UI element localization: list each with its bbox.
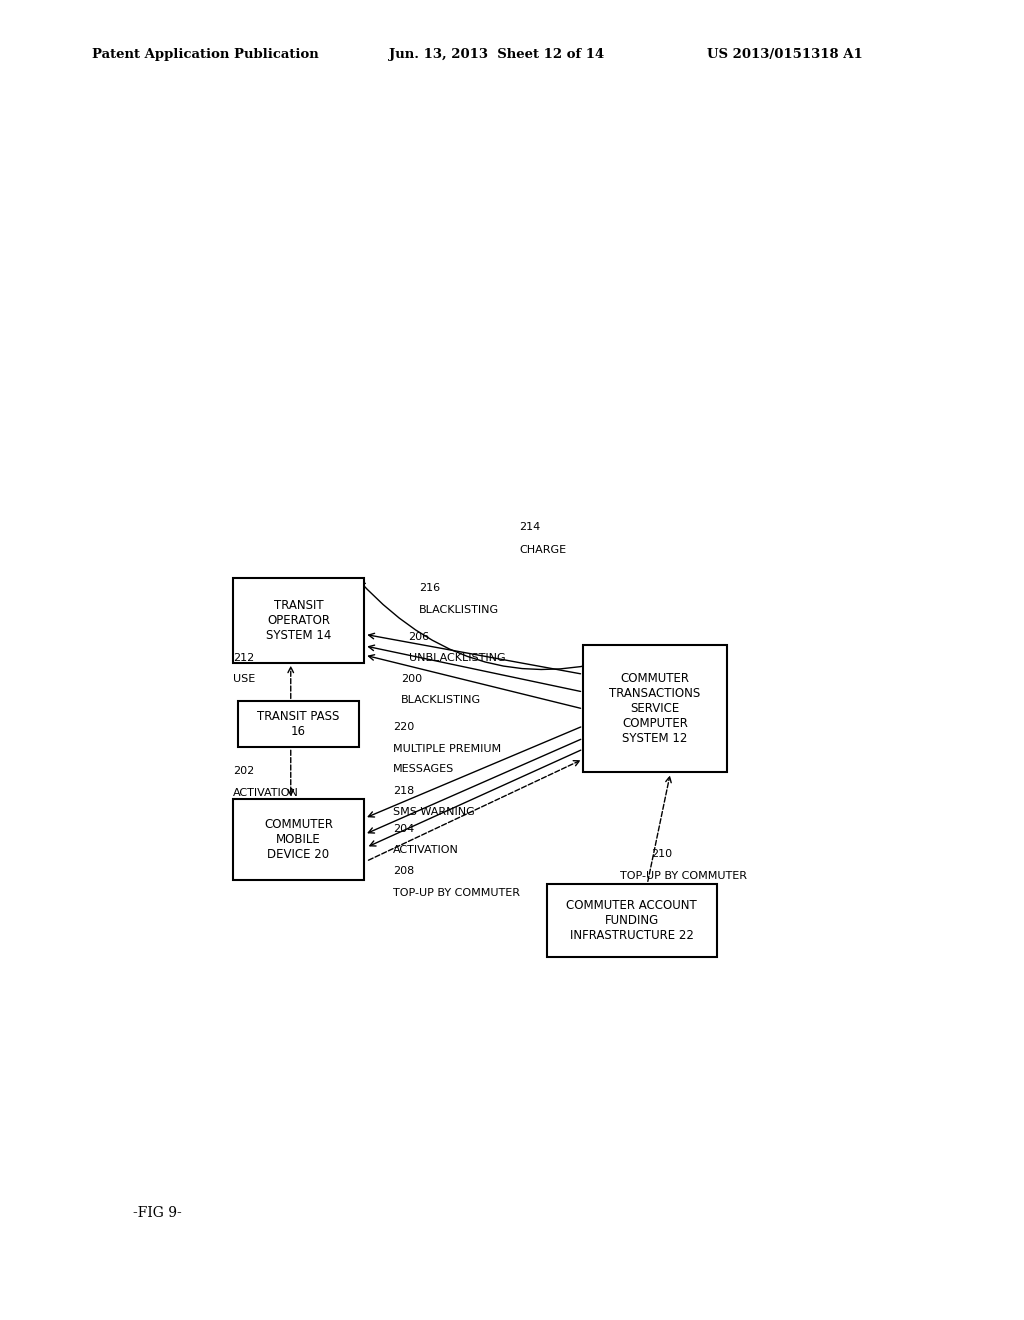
Text: COMMUTER
MOBILE
DEVICE 20: COMMUTER MOBILE DEVICE 20 xyxy=(264,818,333,862)
Text: 200: 200 xyxy=(400,673,422,684)
Text: ACTIVATION: ACTIVATION xyxy=(393,845,459,855)
Text: Patent Application Publication: Patent Application Publication xyxy=(92,48,318,61)
Text: BLACKLISTING: BLACKLISTING xyxy=(419,605,499,615)
Text: 220: 220 xyxy=(393,722,415,733)
Bar xyxy=(232,800,365,880)
Text: MULTIPLE PREMIUM: MULTIPLE PREMIUM xyxy=(393,743,501,754)
Bar xyxy=(584,645,727,772)
Text: ACTIVATION: ACTIVATION xyxy=(232,788,299,797)
Text: Jun. 13, 2013  Sheet 12 of 14: Jun. 13, 2013 Sheet 12 of 14 xyxy=(389,48,604,61)
Bar xyxy=(239,701,358,747)
Text: 208: 208 xyxy=(393,866,415,876)
Text: UNBLACKLISTING: UNBLACKLISTING xyxy=(409,653,505,663)
Text: 214: 214 xyxy=(519,521,541,532)
Text: USE: USE xyxy=(232,673,255,684)
Bar xyxy=(232,578,365,663)
Text: 216: 216 xyxy=(419,583,439,594)
Text: TRANSIT PASS
16: TRANSIT PASS 16 xyxy=(257,710,340,738)
Text: COMMUTER
TRANSACTIONS
SERVICE
COMPUTER
SYSTEM 12: COMMUTER TRANSACTIONS SERVICE COMPUTER S… xyxy=(609,672,700,746)
Text: 204: 204 xyxy=(393,825,415,834)
Text: 206: 206 xyxy=(409,632,430,642)
Text: 210: 210 xyxy=(651,849,672,859)
Text: -FIG 9-: -FIG 9- xyxy=(133,1206,182,1221)
Text: 218: 218 xyxy=(393,785,415,796)
Text: TOP-UP BY COMMUTER: TOP-UP BY COMMUTER xyxy=(621,871,748,880)
Text: BLACKLISTING: BLACKLISTING xyxy=(400,696,481,705)
Text: COMMUTER ACCOUNT
FUNDING
INFRASTRUCTURE 22: COMMUTER ACCOUNT FUNDING INFRASTRUCTURE … xyxy=(566,899,697,942)
Text: 202: 202 xyxy=(232,766,254,776)
Bar xyxy=(547,884,717,957)
Text: TRANSIT
OPERATOR
SYSTEM 14: TRANSIT OPERATOR SYSTEM 14 xyxy=(266,599,331,642)
Text: CHARGE: CHARGE xyxy=(519,545,566,554)
Text: TOP-UP BY COMMUTER: TOP-UP BY COMMUTER xyxy=(393,887,520,898)
Text: US 2013/0151318 A1: US 2013/0151318 A1 xyxy=(707,48,862,61)
Text: SMS WARNING: SMS WARNING xyxy=(393,807,475,817)
Text: 212: 212 xyxy=(232,653,254,663)
Text: MESSAGES: MESSAGES xyxy=(393,764,455,775)
